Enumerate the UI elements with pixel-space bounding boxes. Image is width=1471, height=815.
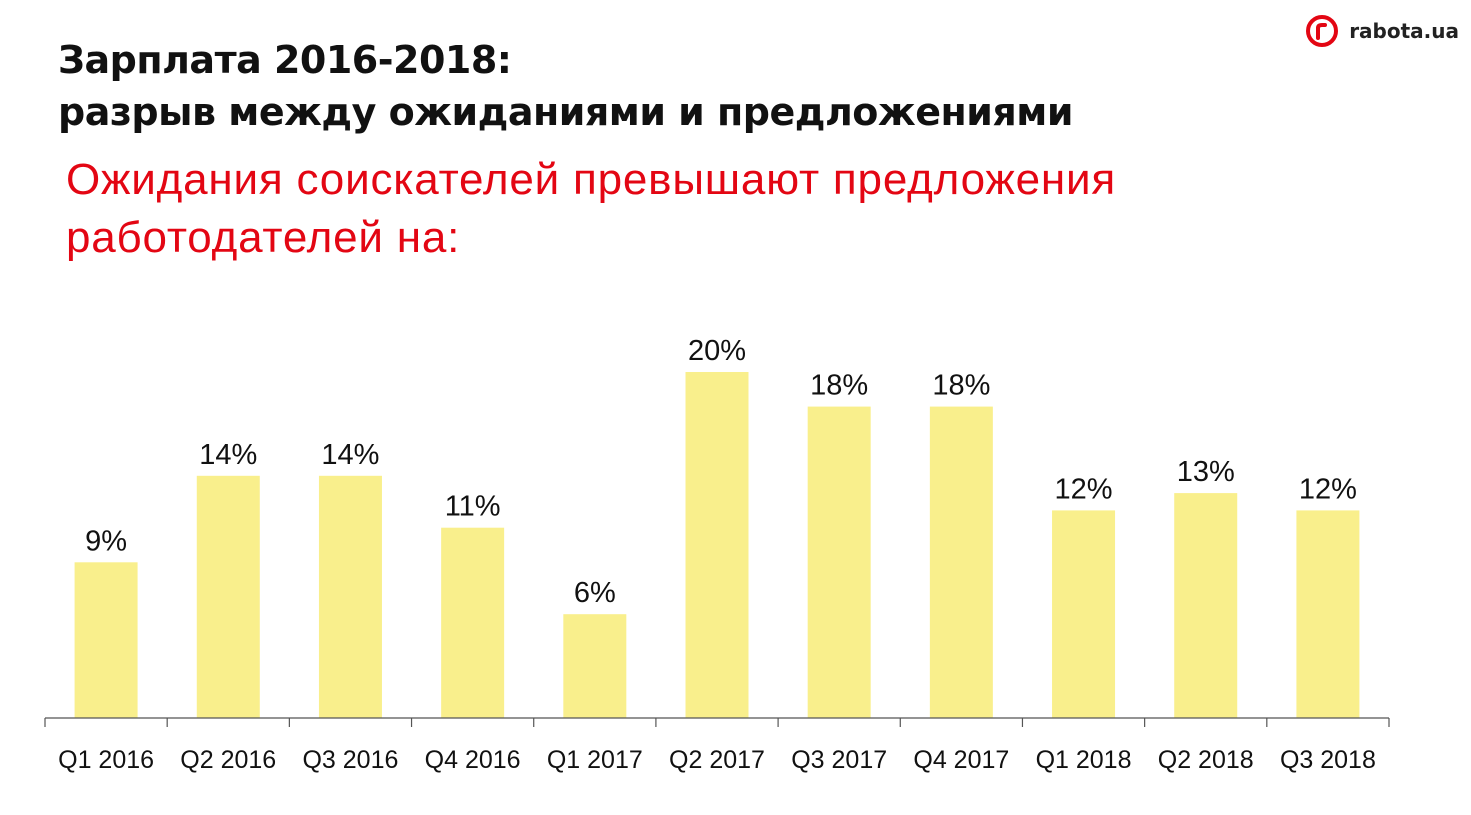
x-tick-label: Q4 2016 — [425, 746, 521, 774]
value-label: 12% — [1055, 473, 1113, 505]
x-tick-label: Q3 2017 — [791, 746, 887, 774]
value-label: 20% — [688, 335, 746, 367]
value-label: 18% — [932, 370, 990, 402]
bar — [74, 562, 138, 718]
subtitle-line-1: Ожидания соискателей превышают предложен… — [66, 155, 1116, 204]
rabota-logo-icon — [1306, 15, 1339, 47]
value-label: 11% — [445, 491, 501, 523]
value-label: 18% — [810, 370, 868, 402]
bar — [563, 614, 627, 718]
bar — [929, 406, 993, 718]
x-tick-label: Q3 2016 — [302, 746, 398, 774]
value-label: 14% — [199, 439, 257, 471]
x-axis — [44, 717, 1390, 727]
bar — [1174, 493, 1238, 718]
bar — [441, 527, 505, 718]
value-label: 6% — [574, 577, 616, 609]
value-label: 9% — [85, 525, 127, 557]
x-tick-label: Q3 2018 — [1280, 746, 1376, 774]
bar — [318, 475, 382, 718]
x-tick-label: Q4 2017 — [913, 746, 1009, 774]
x-tick-label: Q2 2016 — [180, 746, 276, 774]
value-label: 13% — [1177, 456, 1235, 488]
bar — [196, 475, 260, 718]
bar — [685, 372, 749, 718]
brand-logo: rabota.ua — [1305, 14, 1459, 48]
x-tick-label: Q1 2018 — [1036, 746, 1132, 774]
bar — [1052, 510, 1116, 718]
chart-subtitle: Ожидания соискателей превышают предложен… — [66, 151, 1116, 267]
x-tick-label: Q1 2017 — [547, 746, 643, 774]
chart-title: Зарплата 2016-2018: разрыв между ожидани… — [58, 34, 1073, 138]
x-tick-label: Q2 2018 — [1158, 746, 1254, 774]
title-line-1: Зарплата 2016-2018: — [58, 38, 512, 82]
value-label: 14% — [321, 439, 379, 471]
logo-text: rabota.ua — [1349, 19, 1459, 43]
bar — [1296, 510, 1360, 718]
x-tick-labels: Q1 2016 Q2 2016 Q3 2016 Q4 2016 Q1 2017 Q2 20… — [58, 746, 1376, 774]
value-labels: 9% 14% 14% 11% 6% 20% 18% 18% 12% 13% 12% — [85, 335, 1357, 609]
value-label: 12% — [1299, 473, 1357, 505]
x-tick-label: Q2 2017 — [669, 746, 765, 774]
bar — [807, 406, 871, 718]
title-line-2: разрыв между ожиданиями и предложениями — [58, 90, 1073, 134]
x-tick-label: Q1 2016 — [58, 746, 154, 774]
bars-layer — [74, 372, 1360, 718]
subtitle-line-2: работодателей на: — [66, 213, 461, 262]
